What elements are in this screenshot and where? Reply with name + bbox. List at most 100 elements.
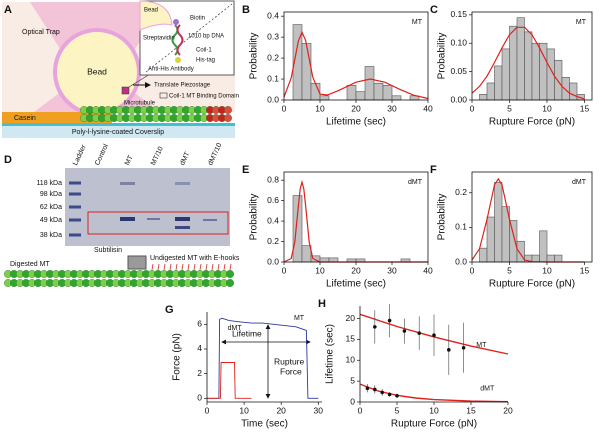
series-label: MT — [476, 342, 487, 349]
y-tick-label: 0.1 — [455, 222, 467, 232]
e-hook — [211, 263, 214, 271]
histogram-bar — [494, 182, 503, 263]
panel-label: F — [430, 164, 437, 176]
e-hook — [217, 263, 220, 271]
histogram-bar — [569, 82, 578, 101]
subtilisin — [127, 255, 147, 270]
biotin — [173, 19, 179, 25]
histogram-bar — [355, 91, 366, 101]
histogram-bar — [509, 220, 518, 263]
x-tick-label: 0 — [470, 103, 475, 113]
x-tick-label: 20 — [276, 405, 286, 415]
x-tick-label: 10 — [542, 103, 552, 113]
panel-label: G — [165, 304, 174, 316]
histogram-bar — [391, 95, 402, 101]
x-tick-label: 10 — [315, 265, 325, 275]
panel-label: B — [242, 4, 250, 16]
histogram-bar — [501, 48, 510, 101]
histogram-bar — [328, 257, 339, 263]
band — [175, 182, 190, 185]
y-axis-label: Force (pN) — [172, 333, 183, 381]
inset-bead — [139, 0, 173, 31]
panel-label: E — [242, 164, 249, 176]
histogram-bar — [494, 65, 503, 101]
ladder-band — [69, 205, 81, 209]
e-hook — [169, 263, 172, 271]
x-axis-label: Lifetime (sec) — [326, 279, 386, 290]
histogram-bar — [301, 43, 312, 101]
annotation: MT — [412, 19, 423, 26]
e-hook — [199, 263, 202, 271]
data-point — [461, 345, 466, 350]
y-axis-label: Probability — [437, 33, 448, 80]
label: Casein — [14, 115, 36, 122]
y-tick-label: 0.0 — [267, 256, 279, 266]
annotation: MT — [576, 19, 587, 26]
force-trace — [207, 362, 252, 399]
x-tick-label: 10 — [239, 405, 249, 415]
lane-label: MT/10 — [150, 146, 165, 167]
y-tick-label: 10 — [346, 355, 356, 365]
label: Digested MT — [10, 261, 50, 268]
panel-a: A Optical Trap Bead Bead Biotin Streptav… — [2, 0, 239, 138]
histogram-bar — [509, 25, 518, 101]
x-tick-label: 30 — [314, 405, 324, 415]
tubulin — [226, 279, 234, 287]
histogram-bar — [373, 82, 384, 101]
highlight-box — [87, 211, 229, 235]
data-point — [380, 390, 385, 395]
y-tick-label: 0.8 — [267, 174, 279, 184]
x-tick-label: 10 — [542, 265, 552, 275]
data-point — [373, 387, 377, 392]
y-axis-label: Probability — [437, 194, 448, 241]
panel-label: D — [4, 154, 12, 166]
fit-curve — [283, 30, 429, 100]
series-label: MT — [294, 315, 305, 322]
x-tick-label: 10 — [429, 405, 439, 415]
e-hook — [223, 263, 226, 271]
marker-label: 98 kDa — [40, 191, 62, 198]
histogram-bar — [554, 59, 563, 101]
y-tick-label: 0.15 — [450, 9, 467, 19]
x-axis-label: Rupture Force (pN) — [489, 117, 575, 128]
ladder-band — [69, 181, 81, 185]
x-tick-label: 15 — [580, 103, 590, 113]
tubulin — [224, 114, 232, 122]
histogram-bar — [364, 66, 375, 101]
y-tick-label: 0.0 — [267, 94, 279, 104]
fit-curve — [359, 383, 509, 403]
label: Bead — [87, 66, 107, 76]
data-point — [447, 348, 451, 352]
gel — [65, 168, 230, 246]
data-point — [432, 333, 436, 338]
label: Optical Trap — [22, 29, 60, 36]
x-tick-label: 40 — [423, 103, 433, 113]
y-tick-label: 0.2 — [455, 187, 467, 197]
band — [175, 226, 190, 229]
y-tick-label: 2 — [197, 368, 202, 378]
x-tick-label: 0 — [282, 103, 287, 113]
y-axis-label: Lifetime (sec) — [325, 324, 336, 384]
y-tick-label: 4 — [197, 343, 202, 353]
lane-label: Ladder — [72, 143, 88, 166]
x-tick-label: 0 — [205, 405, 210, 415]
e-hook — [187, 263, 190, 271]
y-tick-label: 0.00 — [450, 94, 467, 104]
annotation: Rupture — [274, 356, 305, 366]
histogram-bar — [319, 95, 330, 101]
y-tick-label: 0.4 — [267, 215, 279, 225]
label: Undigested MT with E-hooks — [150, 255, 240, 262]
x-tick-label: 20 — [351, 265, 361, 275]
histogram-bar — [486, 82, 495, 101]
label: Bead — [144, 8, 158, 14]
x-tick-label: 15 — [580, 265, 590, 275]
x-axis-label: Time (sec) — [241, 419, 288, 430]
dna — [176, 24, 184, 56]
e-hook — [163, 263, 166, 271]
x-tick-label: 10 — [315, 103, 325, 113]
data-point — [373, 325, 377, 329]
histogram-bar — [292, 195, 303, 263]
data-point — [417, 331, 422, 335]
x-tick-label: 5 — [395, 405, 400, 415]
